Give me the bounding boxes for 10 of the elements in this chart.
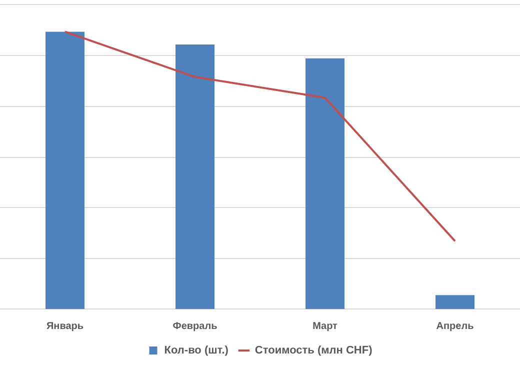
x-tick-label: Март xyxy=(312,320,338,332)
legend-label: Кол-во (шт.) xyxy=(164,344,229,357)
bar xyxy=(306,58,344,309)
legend-label: Стоимость (млн CHF) xyxy=(254,344,373,357)
bar xyxy=(176,44,214,309)
x-tick-label: Февраль xyxy=(172,320,218,332)
x-tick-label: Апрель xyxy=(436,320,474,332)
bar xyxy=(46,32,84,309)
bar xyxy=(436,295,474,309)
x-tick-label: Январь xyxy=(46,320,84,332)
